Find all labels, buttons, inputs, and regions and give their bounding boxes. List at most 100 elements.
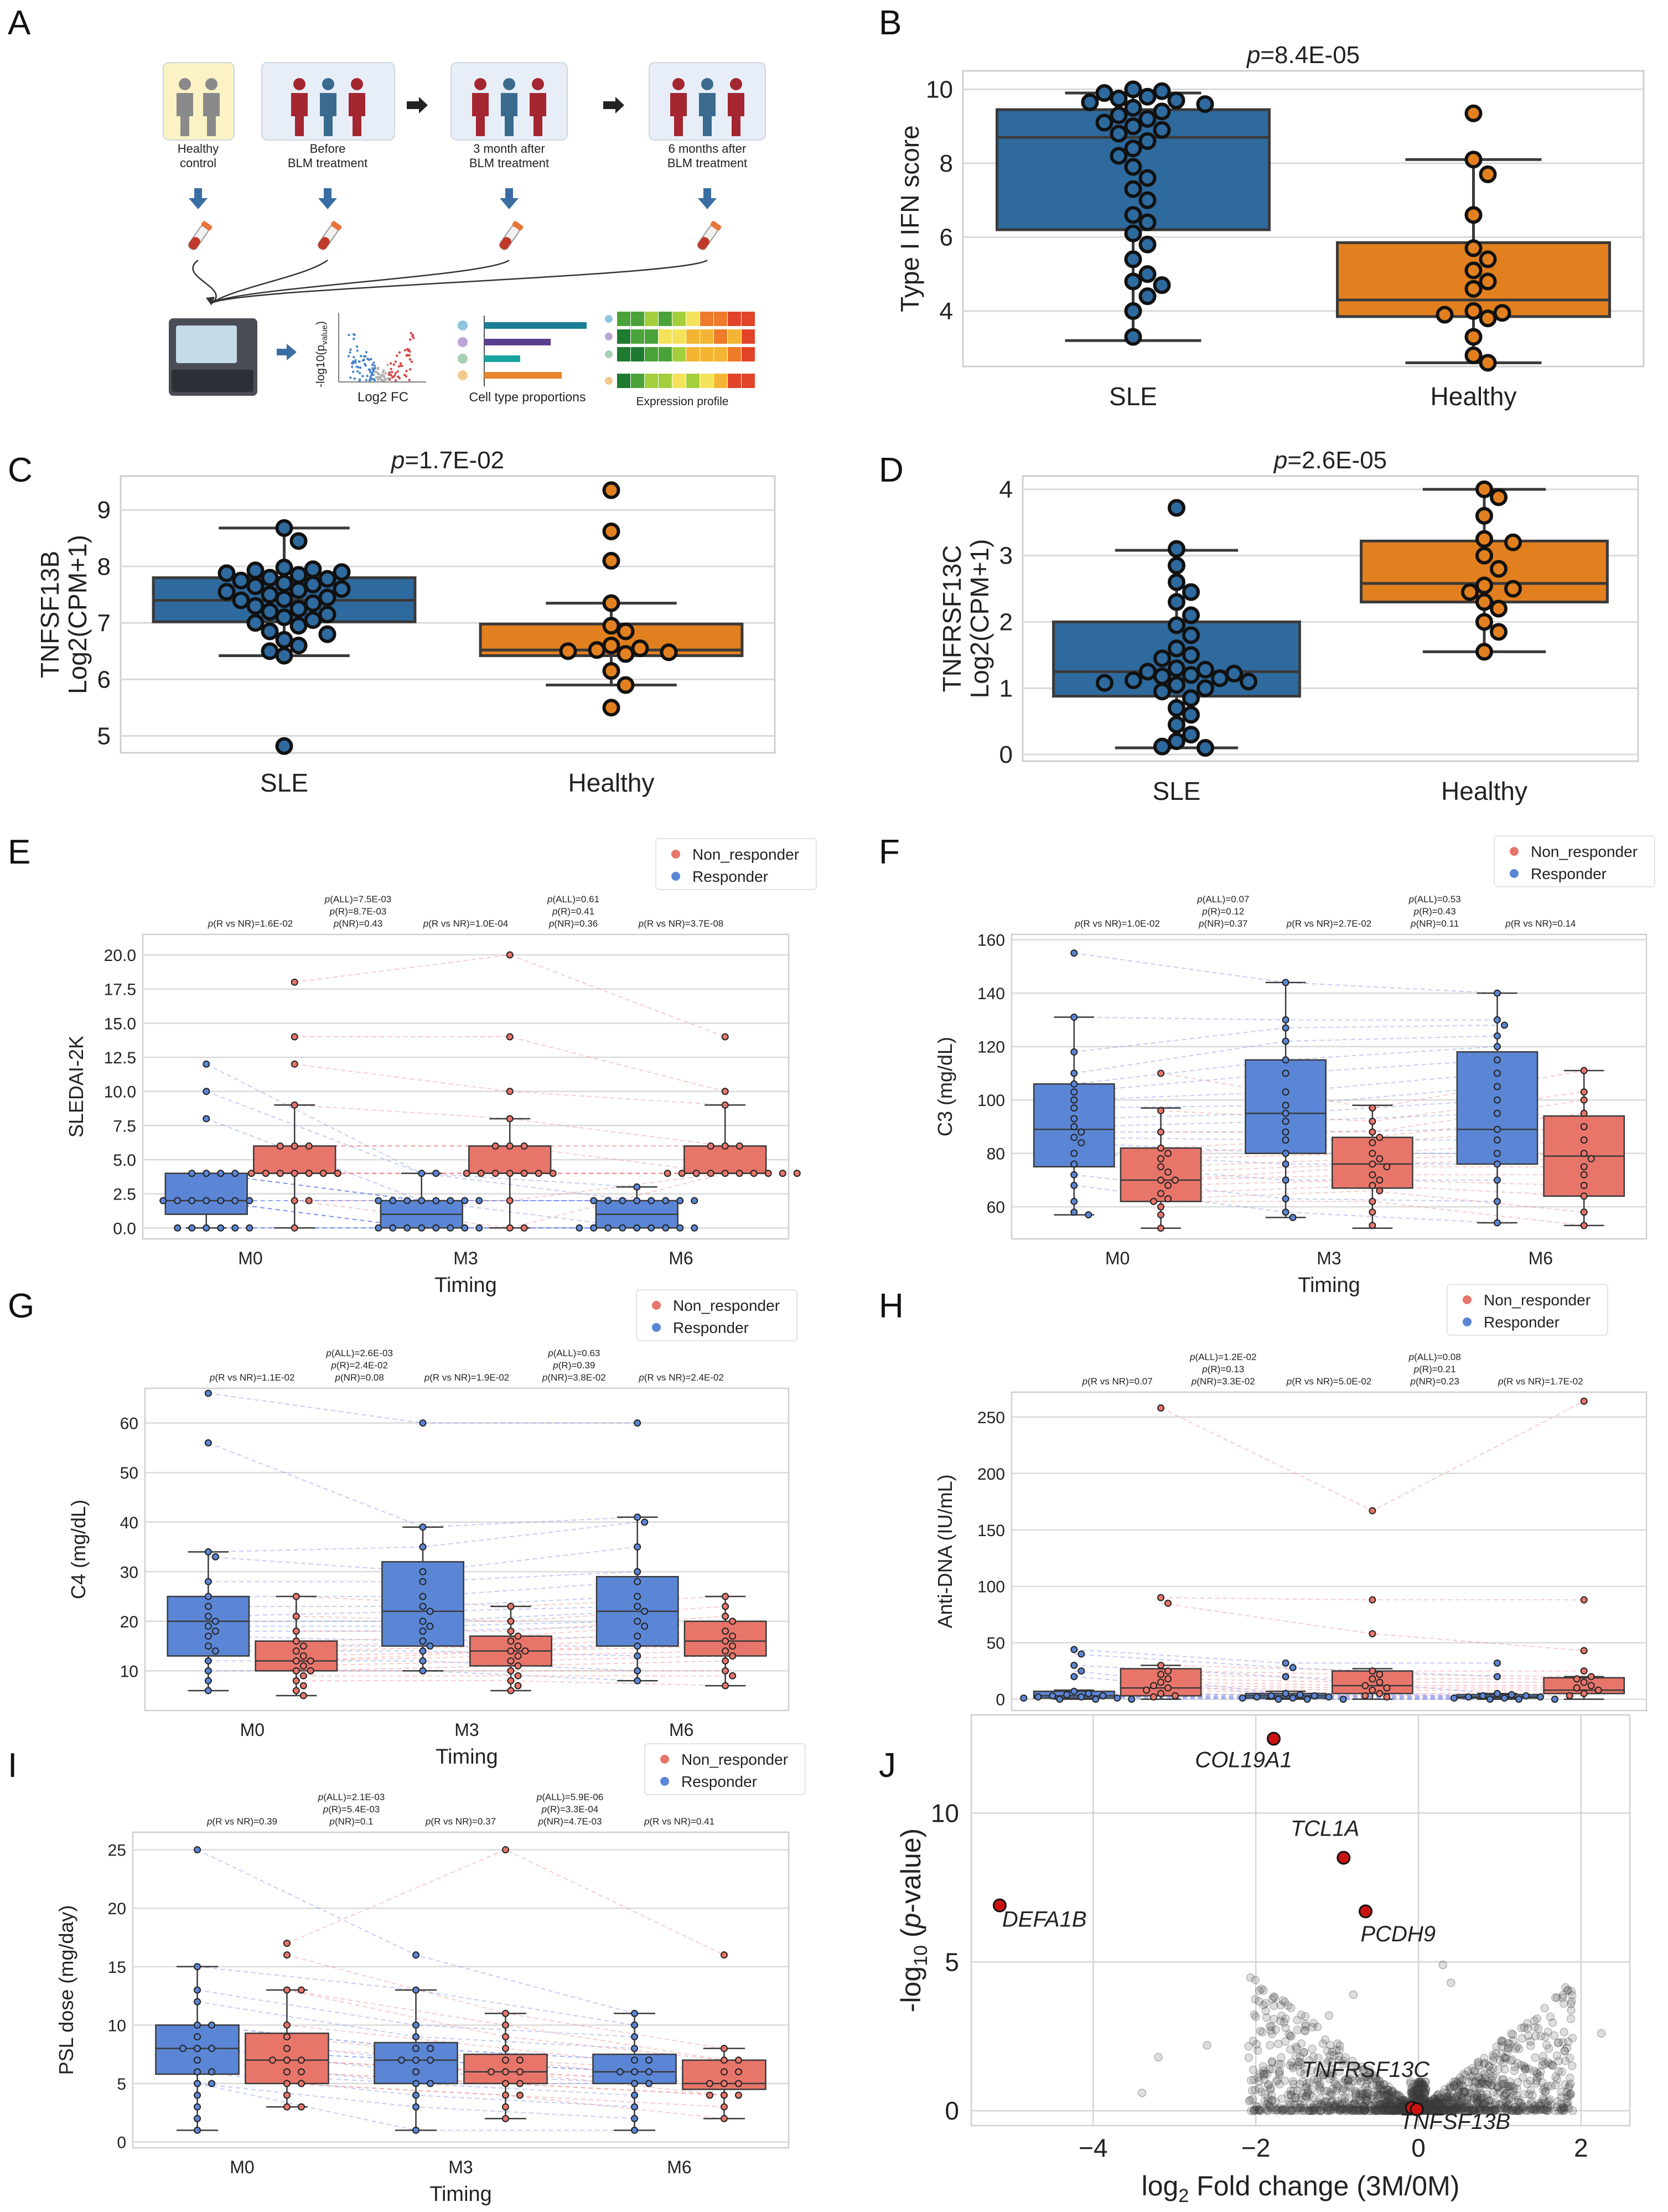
gene-point <box>1332 2046 1341 2055</box>
data-point-responder <box>412 1951 420 1959</box>
stat-italic-p: p <box>330 1360 336 1371</box>
data-point-sle <box>1110 125 1128 143</box>
gene-point <box>1439 2105 1448 2114</box>
gene-point <box>1449 2103 1458 2112</box>
data-point-healthy <box>1464 346 1483 364</box>
y-tick-label: 100 <box>977 1092 1005 1110</box>
thumb-volcano-dot <box>393 374 396 377</box>
data-point-non_responder <box>291 978 298 986</box>
y-tick-label: 6 <box>97 666 111 693</box>
data-point-sle <box>1240 673 1257 691</box>
gene-point <box>1324 2106 1333 2115</box>
gene-point <box>1320 2086 1329 2095</box>
data-point-non_responder <box>1361 1682 1369 1689</box>
data-point-responder <box>1070 1197 1078 1205</box>
data-point-non_responder <box>507 1677 515 1684</box>
data-point-healthy <box>617 676 635 694</box>
thumb-volcano-dot <box>387 377 390 380</box>
data-point-non_responder <box>305 1197 313 1205</box>
gene-point <box>1454 2097 1463 2106</box>
data-point-non_responder <box>1157 1128 1165 1136</box>
gene-point <box>1288 2062 1298 2071</box>
gene-point <box>1547 2101 1556 2110</box>
data-point-non_responder <box>507 1647 515 1655</box>
gene-point <box>1468 2098 1477 2107</box>
thumb-volcano-dot <box>377 372 380 375</box>
gene-point <box>1382 2106 1391 2115</box>
gene-point-outlier <box>1560 2046 1569 2056</box>
data-point-non_responder <box>1580 1208 1588 1216</box>
data-point-responder <box>432 1197 440 1205</box>
gene-point-tcl1a <box>1337 1851 1351 1865</box>
gene-point <box>1531 2023 1540 2032</box>
y-tick-label: 7.5 <box>113 1117 136 1135</box>
gene-point <box>1500 2084 1509 2094</box>
stat-within-1-1: p(R)=5.4E-03 <box>323 1804 380 1815</box>
stat-value: (R vs NR)=3.7E-08 <box>644 918 723 929</box>
y-axis-label-2: Log2(CPM+1) <box>63 535 92 694</box>
data-point-responder <box>641 1518 649 1526</box>
volcano-thumb-ylabel-main: -log10(p <box>314 345 327 387</box>
gene-point <box>1355 2074 1364 2082</box>
gene-point <box>1472 2095 1480 2104</box>
data-point-responder <box>1070 1096 1078 1104</box>
data-point-healthy <box>1475 530 1493 548</box>
gene-point <box>1439 2102 1448 2112</box>
data-point-non_responder <box>291 1033 298 1041</box>
gene-label-tcl1a: TCL1A <box>1291 1816 1360 1841</box>
data-point-non_responder <box>1369 1596 1376 1604</box>
data-point-healthy <box>1464 206 1483 224</box>
legend-marker-non_responder <box>1510 847 1519 856</box>
gene-point <box>1389 2087 1397 2096</box>
data-point-non_responder <box>1361 1692 1369 1699</box>
gene-point <box>1336 2106 1345 2115</box>
gene-point <box>1320 2035 1330 2044</box>
paired-line-responder <box>208 1605 638 1617</box>
data-point-sle <box>1124 224 1142 242</box>
gene-point <box>1367 2106 1376 2115</box>
data-point-responder <box>1113 1694 1121 1702</box>
gene-point <box>1344 2076 1353 2085</box>
data-point-responder <box>1078 1128 1085 1136</box>
gene-point <box>1327 2105 1335 2114</box>
data-point-non_responder <box>297 2103 305 2111</box>
data-point-responder <box>418 1197 426 1205</box>
gene-point <box>1350 2098 1359 2107</box>
gene-point <box>1444 2105 1453 2114</box>
legend-label-non_responder: Non_responder <box>681 1751 788 1768</box>
data-point-non_responder <box>1164 1150 1172 1157</box>
gene-point <box>1463 2094 1472 2102</box>
legend-box <box>655 838 817 890</box>
gene-point <box>1275 2070 1284 2079</box>
data-point-sle <box>1168 573 1185 591</box>
gene-point <box>1527 2099 1536 2108</box>
data-point-responder <box>447 1224 454 1232</box>
gene-point <box>1367 2102 1376 2111</box>
gene-point <box>1363 2097 1371 2106</box>
data-point-non_responder <box>722 1682 729 1689</box>
gene-point-outlier <box>1260 2070 1268 2080</box>
thumb-volcano-dot <box>394 372 397 375</box>
data-point-non_responder <box>247 1170 255 1177</box>
gene-point <box>1377 2085 1386 2094</box>
gene-point <box>1470 2106 1479 2115</box>
data-point-responder <box>662 1197 670 1205</box>
data-point-non_responder <box>1164 1195 1172 1203</box>
stat-italic-p: p <box>1286 1376 1292 1387</box>
stat-within-2-2: p(NR)=4.7E-03 <box>538 1816 602 1827</box>
gene-point <box>1552 2051 1562 2060</box>
data-point-non_responder <box>549 1170 557 1177</box>
stat-italic-p: p <box>324 894 330 905</box>
data-point-responder <box>208 2045 216 2053</box>
stat-italic-p: p <box>541 1804 547 1815</box>
data-point-responder <box>1070 1014 1078 1021</box>
data-point-sle <box>1182 706 1200 724</box>
gene-point <box>1509 2037 1518 2045</box>
gene-point <box>1334 2104 1343 2113</box>
gene-point <box>1385 2101 1394 2110</box>
gene-point <box>1250 2011 1258 2019</box>
data-point-healthy <box>602 481 620 499</box>
thumb-volcano-dot <box>353 377 356 380</box>
gene-point <box>1490 2106 1499 2115</box>
